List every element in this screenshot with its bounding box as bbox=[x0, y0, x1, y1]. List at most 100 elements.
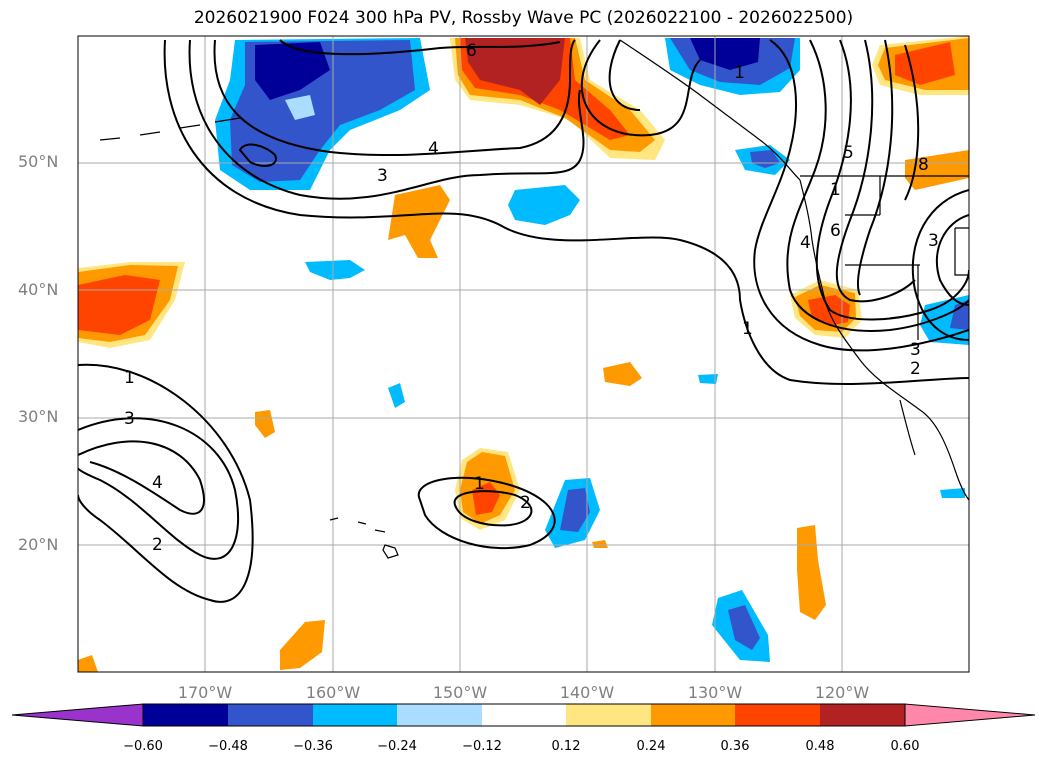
lon-label-130w: 130°W bbox=[687, 683, 743, 702]
anomaly-negative-hawaii-core bbox=[560, 488, 590, 532]
contour-ridge-4 bbox=[786, 39, 969, 332]
border-us-canada bbox=[800, 175, 969, 216]
anomaly-negative-small-b bbox=[698, 374, 718, 384]
lat-label-20n: 20°N bbox=[18, 535, 59, 554]
contour-label: 6 bbox=[466, 41, 477, 61]
contour-ridge-2 bbox=[608, 39, 641, 111]
contour-label: 2 bbox=[910, 359, 921, 379]
colorbar-tick-label: 0.12 bbox=[551, 739, 581, 754]
anomaly-negative-east-core bbox=[950, 300, 969, 330]
colorbar-tick-label: −0.36 bbox=[293, 739, 333, 754]
colorbar bbox=[11, 703, 1036, 727]
colorbar-extend-low bbox=[11, 703, 144, 727]
colorbar-tick-label: 0.48 bbox=[805, 739, 835, 754]
contour-ridge-7 bbox=[857, 39, 894, 296]
anomaly-negative-small-c bbox=[940, 488, 965, 498]
contour-label: 2 bbox=[152, 535, 163, 555]
colorbar-segment bbox=[228, 704, 313, 726]
contour-label: 2 bbox=[520, 493, 531, 513]
pv-shading bbox=[78, 36, 969, 672]
colorbar-tick-label: −0.48 bbox=[208, 739, 248, 754]
map-frame bbox=[77, 35, 970, 673]
anomaly-negative-nw-pocket bbox=[285, 95, 315, 120]
contour-north-4 bbox=[213, 39, 576, 157]
anomaly-positive-central bbox=[388, 185, 450, 258]
colorbar-segment bbox=[397, 704, 482, 726]
pv-contours bbox=[78, 39, 969, 603]
anomaly-negative-south-core bbox=[728, 605, 760, 650]
colorbar-tick-label: −0.12 bbox=[462, 739, 502, 754]
coast-hawaii bbox=[329, 517, 399, 559]
contour-east-loop-outer bbox=[911, 189, 969, 341]
lon-label-120w: 120°W bbox=[814, 683, 870, 702]
contour-label: 4 bbox=[800, 233, 811, 253]
contour-label: 1 bbox=[124, 368, 135, 388]
colorbar-extend-high bbox=[904, 703, 1036, 727]
contour-label: 4 bbox=[152, 473, 163, 493]
contour-label: 5 bbox=[843, 143, 854, 163]
contour-label: 4 bbox=[428, 139, 439, 159]
anomaly-positive-northeast-core bbox=[895, 42, 955, 85]
lon-label-150w: 150°W bbox=[432, 683, 488, 702]
graticule bbox=[78, 36, 969, 672]
colorbar-frame bbox=[142, 703, 906, 727]
contour-label: 8 bbox=[918, 155, 929, 175]
contour-hawaii-outer bbox=[417, 476, 556, 550]
anomaly-positive-small-b bbox=[255, 410, 275, 438]
contour-north-6 bbox=[279, 39, 561, 56]
anomaly-negative-central bbox=[508, 185, 580, 225]
contour-label: 6 bbox=[830, 221, 841, 241]
contour-label: 1 bbox=[474, 474, 485, 494]
anomaly-positive-small-c bbox=[592, 540, 608, 548]
anomaly-negative-west bbox=[305, 260, 365, 280]
anomaly-positive-east bbox=[905, 150, 969, 190]
contour-ridge-6 bbox=[835, 39, 916, 303]
contour-label: 3 bbox=[910, 340, 921, 360]
anomaly-positive-south-west bbox=[280, 620, 325, 670]
coastlines bbox=[99, 39, 969, 559]
colorbar-tick-label: −0.24 bbox=[377, 739, 417, 754]
anomaly-positive-north-core bbox=[465, 38, 565, 105]
colorbar-segment bbox=[482, 704, 566, 726]
anomaly-positive-south-east bbox=[797, 525, 826, 620]
lon-label-140w: 140°W bbox=[559, 683, 615, 702]
colorbar-tick-label: 0.24 bbox=[636, 739, 666, 754]
border-us-states bbox=[845, 227, 969, 340]
contour-ridge-5 bbox=[815, 39, 969, 321]
lat-label-40n: 40°N bbox=[18, 280, 59, 299]
contour-north-inner bbox=[238, 143, 277, 167]
lat-label-50n: 50°N bbox=[18, 152, 59, 171]
anomaly-positive-small-a bbox=[603, 362, 642, 386]
colorbar-segment bbox=[313, 704, 397, 726]
colorbar-segment bbox=[820, 704, 905, 726]
contour-label: 1 bbox=[830, 180, 841, 200]
map-title: 2026021900 F024 300 hPa PV, Rossby Wave … bbox=[193, 8, 854, 28]
colorbar-segment bbox=[651, 704, 735, 726]
anomaly-positive-southwest-corner bbox=[78, 655, 98, 672]
coast-north-america bbox=[799, 179, 969, 501]
contour-north-outer bbox=[163, 39, 969, 385]
contour-label: 3 bbox=[928, 231, 939, 251]
contour-label: 3 bbox=[377, 166, 388, 186]
lon-label-160w: 160°W bbox=[305, 683, 361, 702]
colorbar-tick-label: 0.36 bbox=[720, 739, 750, 754]
coast-alaska bbox=[619, 39, 801, 181]
lat-label-30n: 30°N bbox=[18, 407, 59, 426]
contour-north-3 bbox=[188, 39, 585, 200]
colorbar-segment bbox=[566, 704, 651, 726]
contour-east-loop-inner bbox=[935, 214, 969, 306]
contour-hawaii-inner bbox=[453, 490, 533, 527]
anomaly-negative-nw-peak bbox=[255, 42, 330, 100]
contour-labels: 6 4 3 1 5 8 1 6 4 3 3 2 1 1 3 4 2 1 2 bbox=[124, 41, 939, 555]
contour-west-4 bbox=[78, 440, 205, 515]
colorbar-segment bbox=[143, 704, 228, 726]
contour-west-3 bbox=[78, 417, 240, 560]
contour-label: 1 bbox=[734, 63, 745, 83]
coast-baja bbox=[899, 399, 916, 456]
anomaly-negative-small-a bbox=[388, 383, 405, 408]
contour-west-1 bbox=[78, 363, 254, 603]
colorbar-segment bbox=[735, 704, 820, 726]
colorbar-tick-label: −0.60 bbox=[123, 739, 163, 754]
contour-ridge-3 bbox=[753, 39, 969, 352]
